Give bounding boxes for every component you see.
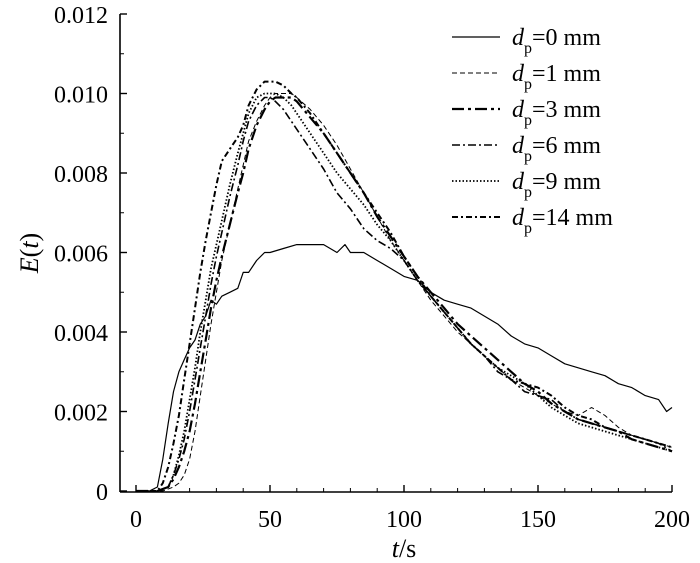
- legend-var: d: [512, 169, 525, 195]
- series-line-5: [136, 80, 673, 492]
- x-ticks: 0 50 100 150 200: [130, 485, 690, 533]
- series-line-0: [136, 244, 673, 492]
- legend-rest: =1 mm: [532, 61, 601, 87]
- y-tick-label: 0.006: [54, 242, 108, 268]
- x-tick-label: 0: [130, 507, 142, 533]
- legend-var: d: [512, 25, 525, 51]
- y-axis-paren-open: (: [15, 249, 44, 258]
- legend-sub: p: [524, 40, 532, 57]
- y-ticks: 0 0.002 0.004 0.006 0.008 0.010 0.012: [54, 3, 127, 506]
- legend-sub: p: [524, 220, 532, 237]
- y-tick-label: 0.002: [54, 401, 108, 427]
- series-line-4: [136, 92, 673, 492]
- x-axis-title: t/s: [392, 534, 417, 563]
- x-tick-label: 100: [386, 507, 422, 533]
- legend-entry-4: dp=9 mm: [512, 169, 601, 201]
- legend-var: d: [512, 133, 525, 159]
- legend-var: d: [512, 205, 525, 231]
- series-lines: [136, 80, 673, 493]
- legend-rest: =9 mm: [532, 169, 601, 195]
- legend-entry-2: dp=3 mm: [512, 97, 601, 129]
- legend-rest: =14 mm: [532, 205, 613, 231]
- legend-entry-5: dp=14 mm: [512, 205, 613, 237]
- legend-rest: =6 mm: [532, 133, 601, 159]
- legend-var: d: [512, 61, 525, 87]
- legend-sub: p: [524, 148, 532, 165]
- y-axis-paren-close: ): [15, 233, 44, 242]
- y-tick-label: 0.012: [54, 3, 108, 29]
- y-tick-label: 0: [96, 480, 108, 506]
- legend-rest: =0 mm: [532, 25, 601, 51]
- y-axis-title: E(t): [15, 233, 44, 274]
- legend-sub: p: [524, 112, 532, 129]
- x-tick-label: 50: [258, 507, 282, 533]
- series-line-2: [136, 96, 673, 493]
- y-axis-arg: t: [15, 241, 44, 249]
- y-tick-label: 0.008: [54, 162, 108, 188]
- legend-entry-3: dp=6 mm: [512, 133, 601, 165]
- y-tick-label: 0.010: [54, 83, 108, 109]
- x-tick-label: 150: [520, 507, 556, 533]
- x-axis-unit: /s: [399, 534, 416, 563]
- y-tick-label: 0.004: [54, 321, 108, 347]
- x-tick-label: 200: [654, 507, 690, 533]
- y-axis-var: E: [15, 257, 44, 274]
- legend-rest: =3 mm: [532, 97, 601, 123]
- legend-entry-1: dp=1 mm: [512, 61, 601, 93]
- legend-sub: p: [524, 76, 532, 93]
- x-axis-var: t: [392, 534, 400, 563]
- series-line-1: [136, 93, 673, 492]
- series-line-3: [136, 96, 673, 492]
- legend-entry-0: dp=0 mm: [512, 25, 601, 57]
- legend-var: d: [512, 97, 525, 123]
- legend-sub: p: [524, 184, 532, 201]
